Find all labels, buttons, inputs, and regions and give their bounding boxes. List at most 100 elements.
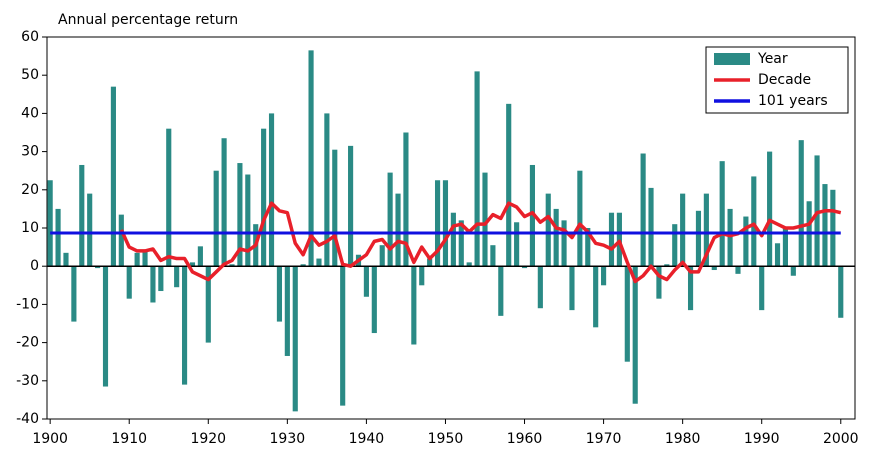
bar [118, 214, 124, 267]
x-tick-label: 1900 [32, 431, 68, 447]
bar [158, 266, 164, 292]
bar [458, 220, 464, 267]
x-tick-label: 1950 [428, 431, 464, 447]
line [119, 201, 842, 284]
bar [514, 222, 520, 267]
bar [110, 86, 116, 267]
bar [719, 161, 725, 267]
bar [687, 266, 694, 311]
bar [545, 193, 551, 267]
bar [245, 174, 251, 267]
bar [142, 250, 148, 267]
x-tick-label: 1970 [586, 431, 622, 447]
bar [181, 266, 188, 385]
bar [174, 266, 180, 288]
legend-label: 101 years [758, 93, 828, 109]
bar [189, 262, 196, 267]
bar [830, 189, 836, 267]
x-tick-label: 1980 [665, 431, 701, 447]
bar [790, 266, 796, 276]
bar [695, 210, 702, 267]
bar [197, 246, 203, 267]
y-tick-label: 30 [21, 144, 39, 160]
x-tick-label: 1930 [270, 431, 306, 447]
bar [166, 128, 172, 267]
bar [498, 266, 504, 316]
bar [316, 258, 322, 267]
bar [261, 128, 267, 267]
bar [482, 172, 488, 267]
bar [150, 266, 156, 303]
bar [601, 266, 607, 286]
bar [680, 193, 686, 267]
bar [205, 266, 211, 343]
bar [87, 193, 93, 267]
bar [529, 164, 536, 267]
bar [434, 180, 441, 267]
bar [822, 184, 828, 267]
bar [838, 266, 844, 318]
bar [466, 262, 472, 267]
bar [782, 228, 788, 267]
x-tick-label: 1990 [744, 431, 780, 447]
bar [656, 266, 662, 299]
bar [593, 266, 599, 328]
bar [308, 50, 314, 267]
bar [95, 266, 101, 269]
bar [553, 208, 559, 267]
bar [221, 138, 227, 267]
bar [55, 208, 61, 267]
bar [624, 266, 630, 362]
legend-label: Year [757, 51, 788, 67]
bar [47, 180, 53, 267]
bar [632, 266, 638, 404]
bar [268, 113, 275, 267]
legend-swatch [714, 53, 750, 65]
x-tick-label: 2000 [823, 431, 859, 447]
bar [577, 170, 583, 267]
bar [608, 212, 615, 267]
bar [506, 103, 512, 267]
bar [490, 245, 496, 267]
bar [616, 212, 622, 267]
y-tick-label: 50 [21, 67, 39, 83]
x-tick-label: 1920 [190, 431, 226, 447]
x-tick-label: 1910 [111, 431, 147, 447]
bar [363, 266, 369, 297]
bar [735, 266, 741, 274]
bar [703, 193, 709, 267]
bar [403, 132, 409, 267]
bar [387, 172, 393, 267]
y-tick-label: -20 [16, 335, 39, 351]
bar [442, 180, 449, 267]
bar [229, 264, 235, 267]
bar [727, 208, 733, 267]
bar [79, 164, 85, 267]
bar [672, 224, 678, 267]
y-tick-label: 20 [21, 182, 39, 198]
bar [774, 243, 781, 267]
x-tick-label: 1960 [507, 431, 543, 447]
y-tick-label: 10 [21, 220, 39, 236]
bar [134, 252, 140, 267]
bar [300, 264, 306, 267]
bar [427, 258, 433, 267]
bar [798, 140, 804, 267]
bar [521, 266, 528, 269]
bar [324, 113, 330, 267]
bar [411, 266, 417, 345]
bar [743, 216, 749, 267]
bar [292, 266, 298, 412]
bar [63, 252, 69, 267]
bar [648, 187, 654, 267]
y-tick-label: -10 [16, 296, 39, 312]
bar [395, 193, 401, 267]
bar [102, 266, 109, 387]
y-tick-label: 60 [21, 29, 39, 45]
bar [751, 176, 757, 267]
bar [711, 266, 717, 271]
x-tick-label: 1940 [349, 431, 385, 447]
bar [348, 145, 354, 267]
bar [276, 266, 283, 322]
bar [585, 228, 591, 267]
